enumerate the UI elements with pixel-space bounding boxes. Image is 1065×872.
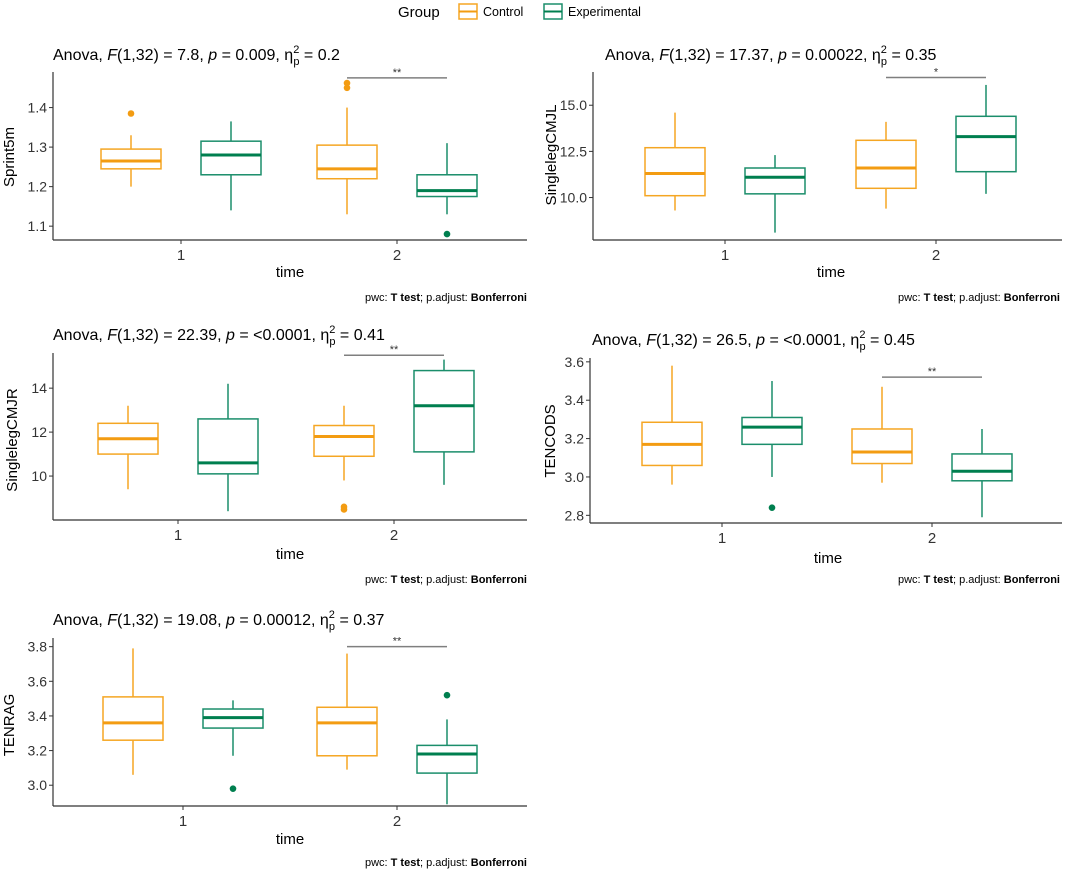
y-axis-label: SinglelegCMJL [543, 105, 560, 206]
significance-label: * [934, 67, 939, 79]
panel-title: Anova, F(1,32) = 22.39, p = <0.0001, η2 p… [53, 324, 385, 348]
x-tick-label: 1 [721, 247, 729, 264]
x-tick-label: 2 [393, 813, 401, 830]
y-tick-label: 14 [31, 380, 47, 396]
y-tick-label: 3.0 [565, 469, 585, 485]
y-tick-label: 12.5 [560, 143, 587, 159]
experimental-box [955, 115, 1017, 173]
panel-title: Anova, F(1,32) = 26.5, p = <0.0001, η2 p … [592, 329, 915, 353]
y-tick-label: 1.3 [28, 139, 48, 155]
control-box [855, 139, 917, 190]
y-axis-label: SinglelegCMJR [4, 388, 21, 492]
panel-title: Anova, F(1,32) = 17.37, p = 0.00022, η2 p… [605, 44, 937, 68]
caption: pwc: T test; p.adjust: Bonferroni [365, 857, 527, 869]
y-tick-label: 10.0 [560, 190, 587, 206]
legend-title: Group [398, 4, 440, 21]
y-tick-label: 3.6 [565, 354, 585, 370]
y-tick-label: 3.4 [565, 392, 585, 408]
y-tick-label: 3.0 [28, 777, 48, 793]
experimental-box [413, 369, 475, 453]
panel-singlelegcmjr: Anova, F(1,32) = 22.39, p = <0.0001, η2 p… [4, 324, 527, 586]
y-tick-label: 10 [31, 468, 47, 484]
caption: pwc: T test; p.adjust: Bonferroni [365, 574, 527, 586]
experimental-box [200, 140, 262, 176]
y-tick-label: 12 [31, 424, 47, 440]
legend-label-control: Control [483, 5, 523, 19]
x-tick-label: 1 [174, 527, 182, 544]
x-axis-label: time [814, 550, 842, 567]
experimental-box [741, 416, 803, 446]
panel-title: Anova, F(1,32) = 7.8, p = 0.009, η2 p = 0… [53, 44, 340, 68]
y-tick-label: 3.4 [28, 708, 48, 724]
x-tick-label: 1 [179, 813, 187, 830]
legend: Group Control Experimental [398, 3, 641, 21]
control-box [316, 144, 378, 180]
significance-label: ** [928, 366, 937, 378]
experimental-box [951, 453, 1013, 482]
significance-label: ** [390, 344, 399, 356]
control-box [316, 706, 378, 757]
significance-label: ** [393, 636, 402, 648]
y-axis-label: Sprint5m [1, 127, 18, 187]
control-outlier [340, 506, 348, 513]
control-box [102, 696, 164, 741]
x-tick-label: 2 [390, 527, 398, 544]
control-outlier [127, 110, 135, 117]
caption: pwc: T test; p.adjust: Bonferroni [898, 574, 1060, 586]
panel-tenrag: Anova, F(1,32) = 19.08, p = 0.00012, η2 p… [1, 609, 527, 869]
x-tick-label: 1 [177, 247, 185, 264]
panel-singlelegcmjl: Anova, F(1,32) = 17.37, p = 0.00022, η2 p… [543, 44, 1062, 304]
control-box [851, 428, 913, 465]
y-tick-label: 3.8 [28, 639, 48, 655]
x-axis-label: time [276, 831, 304, 848]
experimental-box [197, 418, 259, 475]
panel-sprint5m: Anova, F(1,32) = 7.8, p = 0.009, η2 p = 0… [1, 44, 527, 304]
x-tick-label: 1 [718, 530, 726, 547]
panel-title: Anova, F(1,32) = 19.08, p = 0.00012, η2 p… [53, 609, 385, 633]
y-tick-label: 1.4 [28, 100, 48, 116]
y-axis-label: TENRAG [1, 694, 18, 757]
experimental-outlier [229, 785, 237, 792]
caption: pwc: T test; p.adjust: Bonferroni [365, 292, 527, 304]
control-outlier [343, 79, 351, 87]
experimental-outlier [443, 230, 451, 238]
y-tick-label: 2.8 [565, 507, 585, 523]
experimental-box [416, 174, 478, 198]
x-tick-label: 2 [928, 530, 936, 547]
significance-label: ** [393, 67, 402, 79]
experimental-outlier [768, 504, 776, 511]
control-box [644, 146, 706, 197]
y-tick-label: 1.2 [28, 179, 48, 195]
control-outlier [343, 84, 351, 92]
caption: pwc: T test; p.adjust: Bonferroni [898, 292, 1060, 304]
control-box [100, 148, 162, 170]
experimental-box [744, 167, 806, 195]
experimental-box [416, 744, 478, 774]
y-tick-label: 1.1 [28, 218, 48, 234]
x-tick-label: 2 [393, 247, 401, 264]
x-tick-label: 2 [932, 247, 940, 264]
x-axis-label: time [817, 264, 845, 281]
experimental-outlier [443, 691, 451, 699]
x-axis-label: time [276, 264, 304, 281]
y-tick-label: 3.2 [28, 743, 48, 759]
y-tick-label: 3.2 [565, 431, 585, 447]
panel-tencods: Anova, F(1,32) = 26.5, p = <0.0001, η2 p … [542, 329, 1062, 586]
control-box [313, 424, 375, 458]
y-tick-label: 3.6 [28, 673, 48, 689]
y-axis-label: TENCODS [542, 404, 559, 477]
y-tick-label: 15.0 [560, 97, 587, 113]
x-axis-label: time [276, 546, 304, 563]
legend-label-experimental: Experimental [568, 5, 641, 19]
